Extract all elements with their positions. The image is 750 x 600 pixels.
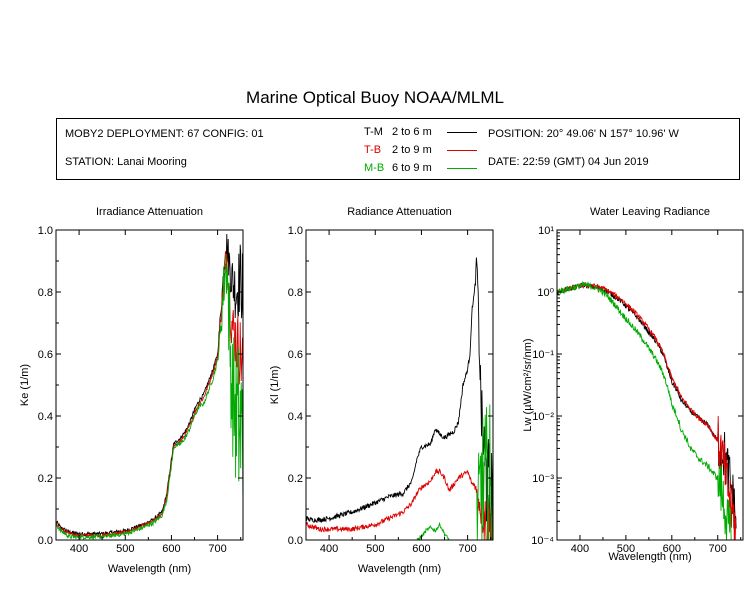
legend-range-tm: 2 to 6 m <box>392 126 432 138</box>
legend-code-tm: T-M <box>364 126 383 138</box>
series-line-1 <box>557 282 737 540</box>
series-line-1 <box>306 468 493 540</box>
x-tick-label: 400 <box>320 543 338 555</box>
plot-frame <box>55 229 244 541</box>
x-tick-label: 600 <box>663 543 681 555</box>
legend-code-mb: M-B <box>364 162 385 174</box>
y-tick-label: 0.2 <box>38 473 53 485</box>
y-tick-label: 0.4 <box>38 411 53 423</box>
x-axis-label: Wavelength (nm) <box>108 563 191 575</box>
legend-code-tb: T-B <box>364 144 382 156</box>
series-line-3 <box>476 404 493 540</box>
page-title: Marine Optical Buoy NOAA/MLML <box>246 88 504 107</box>
x-axis-label: Wavelength (nm) <box>608 551 691 563</box>
y-tick-label: 10⁻² <box>532 411 554 423</box>
y-axis-label: Kl (1/m) <box>269 366 281 405</box>
x-tick-label: 700 <box>208 543 226 555</box>
x-tick-label: 400 <box>571 543 589 555</box>
y-tick-label: 0.0 <box>288 535 303 547</box>
series-line-0 <box>56 233 243 537</box>
x-axis-label: Wavelength (nm) <box>358 563 441 575</box>
x-tick-label: 400 <box>70 543 88 555</box>
position-text: POSITION: 20° 49.06' N 157° 10.96' W <box>488 128 679 140</box>
y-tick-label: 0.4 <box>288 411 303 423</box>
legend-line-mb <box>447 168 477 169</box>
x-tick-label: 600 <box>162 543 180 555</box>
x-tick-label: 700 <box>709 543 727 555</box>
chart-panel-2: Water Leaving Radiance 400 500 600 700 10⁻⁴ 10… <box>522 206 744 563</box>
y-tick-label: 0.6 <box>38 349 53 361</box>
y-tick-label: 1.0 <box>288 225 303 237</box>
y-tick-label: 10⁰ <box>537 287 554 299</box>
series-line-2 <box>416 521 450 540</box>
y-tick-label: 10¹ <box>538 225 554 237</box>
y-axis-label: Ke (1/m) <box>19 364 31 406</box>
x-tick-label: 500 <box>617 543 635 555</box>
y-tick-label: 0.8 <box>38 287 53 299</box>
deployment-text: MOBY2 DEPLOYMENT: 67 CONFIG: 01 <box>65 128 264 140</box>
y-tick-label: 0.0 <box>38 535 53 547</box>
series-line-1 <box>56 251 243 539</box>
y-tick-label: 10⁻¹ <box>532 349 554 361</box>
y-tick-label: 0.6 <box>288 349 303 361</box>
plot-frame <box>556 229 744 541</box>
chart-panel-0: Irradiance Attenuation 400 500 600 700 0.0 0.2… <box>19 206 244 575</box>
chart-title: Irradiance Attenuation <box>96 206 203 218</box>
info-box: MOBY2 DEPLOYMENT: 67 CONFIG: 01 STATION:… <box>56 118 740 180</box>
legend-line-tm <box>447 132 477 133</box>
y-tick-label: 10⁻³ <box>532 473 554 485</box>
series-line-0 <box>557 281 737 529</box>
series-line-2 <box>557 280 732 540</box>
legend-line-tb <box>447 150 477 151</box>
x-tick-label: 500 <box>116 543 134 555</box>
date-text: DATE: 22:59 (GMT) 04 Jun 2019 <box>488 156 649 168</box>
legend-range-mb: 6 to 9 m <box>392 162 432 174</box>
station-text: STATION: Lanai Mooring <box>65 156 187 168</box>
x-tick-label: 700 <box>458 543 476 555</box>
chart-panel-1: Radiance Attenuation 400 500 600 700 0.0 0.2 0.… <box>269 206 494 575</box>
y-tick-label: 1.0 <box>38 225 53 237</box>
chart-title: Water Leaving Radiance <box>590 206 710 218</box>
series-line-2 <box>56 254 243 540</box>
legend-range-tb: 2 to 9 m <box>392 144 432 156</box>
series-line-0 <box>306 257 493 540</box>
x-tick-label: 600 <box>412 543 430 555</box>
y-tick-label: 10⁻⁴ <box>531 535 554 547</box>
x-tick-label: 500 <box>366 543 384 555</box>
y-axis-label: Lw (µW/cm²/sr/nm) <box>522 338 534 431</box>
chart-title: Radiance Attenuation <box>347 206 452 218</box>
y-tick-label: 0.2 <box>288 473 303 485</box>
y-tick-label: 0.8 <box>288 287 303 299</box>
